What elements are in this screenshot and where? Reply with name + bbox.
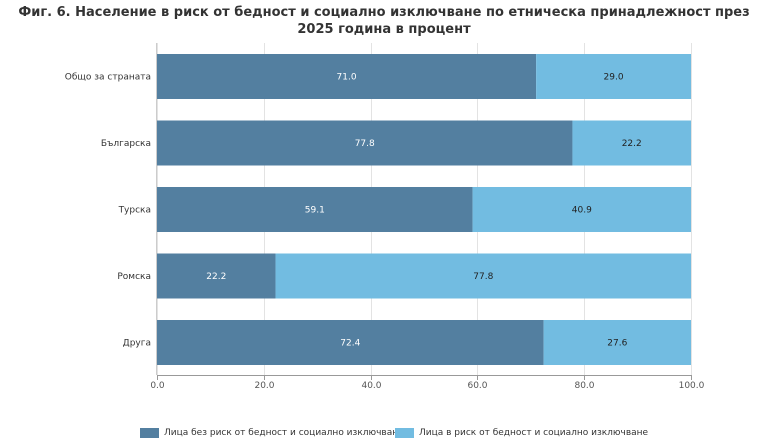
legend-swatch-at-risk (395, 428, 414, 438)
bar-segment (157, 253, 276, 299)
x-tick-label: 60.0 (467, 381, 487, 391)
bar-value-label: 29.0 (604, 73, 624, 83)
bar-value-label: 72.4 (340, 339, 360, 349)
x-tick-label: 20.0 (254, 381, 274, 391)
chart-title: Фиг. 6. Население в риск от бедност и со… (18, 5, 750, 37)
bar-segment (275, 253, 691, 299)
category-label: Ромска (117, 272, 151, 282)
x-tick-label: 100.0 (679, 381, 705, 391)
legend: Лица без риск от бедност и социално изкл… (0, 427, 768, 441)
category-label: Турска (118, 206, 151, 216)
bar-segment (157, 320, 544, 365)
bar-segment (536, 54, 691, 99)
x-tick-label: 80.0 (574, 381, 594, 391)
category-label: Българска (101, 139, 151, 149)
bar-value-label: 22.2 (622, 139, 642, 149)
bar-segment (157, 187, 473, 232)
legend-item-no-risk[interactable]: Лица без риск от бедност и социално изкл… (140, 427, 404, 439)
category-label: Друга (123, 339, 151, 349)
bar-segment (472, 187, 691, 232)
legend-swatch-no-risk (140, 428, 159, 438)
bar-segment (157, 54, 537, 99)
bar-value-label: 22.2 (206, 272, 226, 282)
bar-segment (572, 120, 691, 166)
bar-value-label: 71.0 (337, 73, 357, 83)
bar-segment (157, 120, 573, 166)
legend-label-at-risk: Лица в риск от бедност и социално изключ… (419, 428, 649, 438)
x-tick-label: 40.0 (361, 381, 381, 391)
bar-value-label: 59.1 (305, 206, 325, 216)
bar-segment (543, 320, 691, 365)
bar-value-label: 77.8 (355, 139, 375, 149)
bar-value-label: 27.6 (607, 339, 627, 349)
category-label: Общо за страната (65, 73, 151, 83)
bar-value-label: 40.9 (572, 206, 592, 216)
bar-value-label: 77.8 (473, 272, 493, 282)
legend-label-no-risk: Лица без риск от бедност и социално изкл… (164, 428, 404, 438)
legend-item-at-risk[interactable]: Лица в риск от бедност и социално изключ… (395, 427, 648, 439)
x-tick-label: 0.0 (150, 381, 165, 391)
